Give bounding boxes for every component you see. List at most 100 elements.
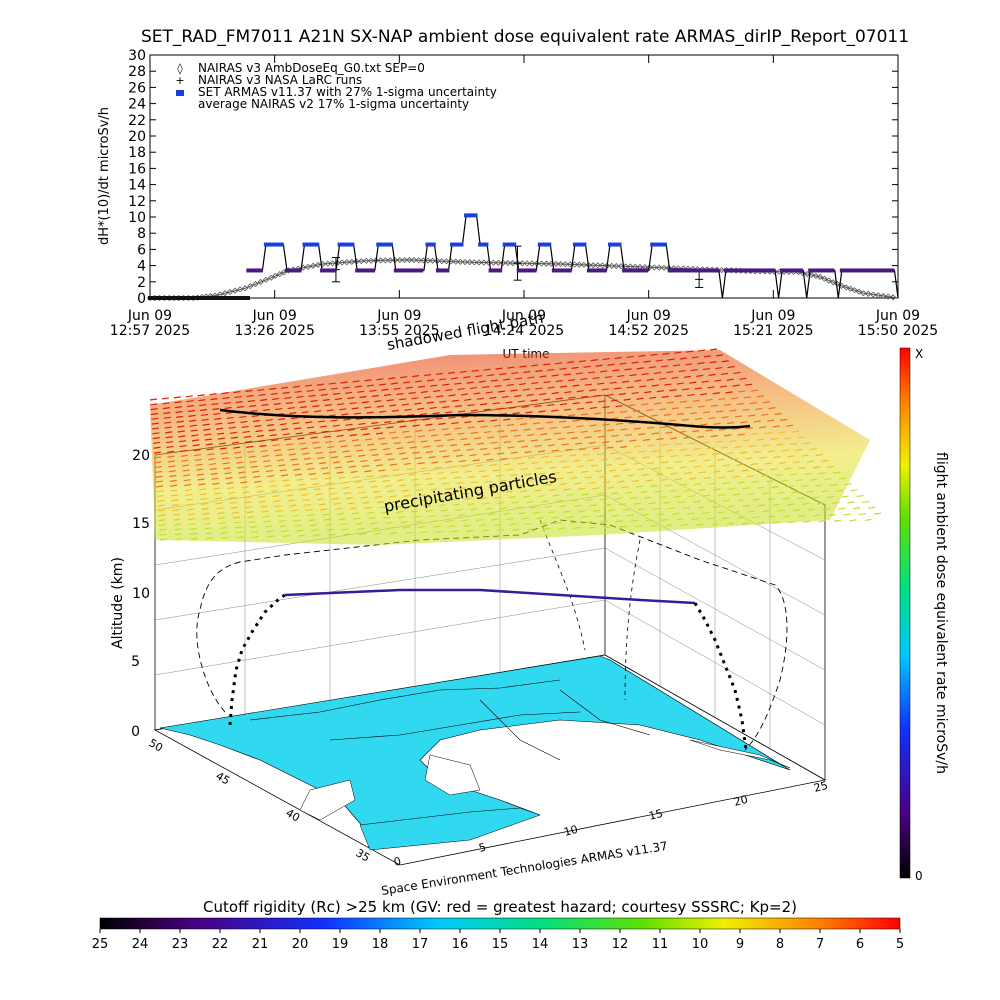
canopy-dash <box>294 473 303 476</box>
canopy-dash <box>688 494 696 498</box>
armas-point <box>220 296 225 300</box>
canopy-dash <box>636 367 644 370</box>
canopy-dash <box>766 419 775 422</box>
canopy-dash <box>624 451 632 454</box>
armas-point <box>523 268 528 273</box>
armas-point <box>214 296 219 300</box>
canopy-dash <box>797 497 805 500</box>
canopy-dash <box>183 479 191 482</box>
canopy-dash <box>435 530 443 533</box>
canopy-dash <box>738 390 746 393</box>
bottom-colorbar: Cutoff rigidity (Rc) >25 km (GV: red = g… <box>92 898 904 952</box>
canopy-dash <box>534 444 542 448</box>
canopy-dash <box>401 457 409 460</box>
canopy-dash <box>380 474 388 477</box>
canopy-dash <box>804 472 812 475</box>
canopy-dash <box>727 470 735 473</box>
flight-path-3d <box>228 588 748 751</box>
canopy-dash <box>531 484 539 487</box>
canopy-dash <box>328 382 336 385</box>
canopy-dash <box>287 406 295 410</box>
canopy-dash <box>265 530 274 533</box>
right-colorbar-gradient <box>899 347 911 879</box>
canopy-dash <box>574 482 582 485</box>
right-colorbar: X 0 flight ambient dose equivalent rate … <box>899 347 949 883</box>
armas-point <box>746 268 751 273</box>
colorbar-tick-label: 8 <box>776 937 784 952</box>
canopy-dash <box>452 503 461 506</box>
canopy-dash <box>580 430 588 433</box>
canopy-dash <box>609 469 617 472</box>
canopy-dash <box>516 484 524 487</box>
canopy-dash <box>700 423 708 426</box>
canopy-dash <box>316 383 324 386</box>
canopy-dash <box>583 453 591 456</box>
canopy-dash <box>243 435 251 438</box>
canopy-dash <box>215 502 223 505</box>
canopy-dash <box>505 401 513 404</box>
armas-point <box>488 268 493 273</box>
canopy-dash <box>379 410 387 413</box>
canopy-dash <box>171 499 179 502</box>
canopy-dash <box>414 402 422 405</box>
canopy-dash <box>313 488 321 491</box>
canopy-dash <box>772 503 780 506</box>
canopy-dash <box>517 440 525 443</box>
canopy-dash <box>230 506 239 509</box>
canopy-dash <box>158 519 166 522</box>
canopy-dash <box>233 390 241 394</box>
canopy-dash <box>409 446 417 449</box>
canopy-dash <box>433 389 441 393</box>
canopy-dash <box>320 467 329 470</box>
canopy-dash <box>478 469 486 473</box>
nairas-v3-point <box>509 260 516 267</box>
canopy-dash <box>361 401 369 404</box>
canopy-dash <box>290 417 298 420</box>
canopy-dash <box>243 496 251 499</box>
armas-point <box>337 242 342 247</box>
canopy-dash <box>207 453 215 456</box>
canopy-dash <box>817 502 825 505</box>
canopy-dash <box>507 366 515 369</box>
canopy-dash <box>170 489 178 492</box>
canopy-dash <box>562 465 571 469</box>
canopy-dash <box>315 493 323 496</box>
armas-point <box>273 242 278 247</box>
canopy-dash <box>246 511 254 514</box>
canopy-dash <box>420 390 428 394</box>
armas-point <box>727 268 732 273</box>
canopy-dash <box>473 437 481 440</box>
canopy-dash <box>442 383 450 386</box>
nairas-v3-point <box>267 274 275 281</box>
canopy-dash <box>388 431 397 434</box>
canopy-dash <box>490 441 498 444</box>
canopy-dash <box>393 505 402 508</box>
armas-point <box>154 296 159 300</box>
canopy-dash <box>584 476 592 479</box>
canopy-dash <box>164 426 172 429</box>
canopy-dash <box>249 525 257 529</box>
canopy-dash <box>411 397 419 400</box>
canopy-dash <box>258 500 267 503</box>
canopy-dash <box>345 423 353 426</box>
canopy-dash <box>259 444 267 448</box>
nairas-v3-point <box>324 260 331 267</box>
canopy-dash <box>384 393 392 397</box>
canopy-dash <box>391 436 399 439</box>
canopy-dash <box>330 387 338 390</box>
colorbar-tick-label: 18 <box>372 937 389 952</box>
canopy-dash <box>407 441 415 444</box>
canopy-dash <box>514 394 522 398</box>
canopy-dash <box>269 434 277 437</box>
canopy-dash <box>712 452 720 456</box>
canopy-dash <box>633 502 641 505</box>
canopy-dash <box>620 445 628 449</box>
canopy-dash <box>347 428 355 432</box>
canopy-dash <box>631 391 639 395</box>
canopy-dash <box>759 426 767 429</box>
y-tick-label: 18 <box>128 145 146 161</box>
canopy-dash <box>310 524 318 527</box>
canopy-dash <box>153 451 161 454</box>
canopy-dash <box>715 440 723 443</box>
armas-point <box>230 296 235 300</box>
